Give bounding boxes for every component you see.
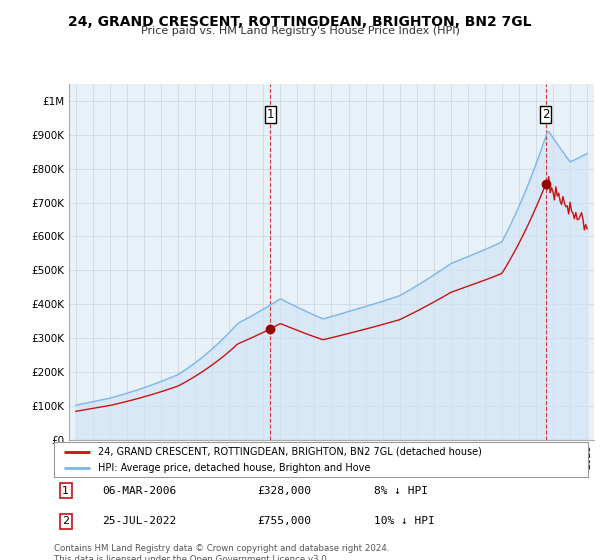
Text: 25-JUL-2022: 25-JUL-2022	[102, 516, 176, 526]
Text: 24, GRAND CRESCENT, ROTTINGDEAN, BRIGHTON, BN2 7GL: 24, GRAND CRESCENT, ROTTINGDEAN, BRIGHTO…	[68, 15, 532, 29]
Text: Price paid vs. HM Land Registry's House Price Index (HPI): Price paid vs. HM Land Registry's House …	[140, 26, 460, 36]
Text: HPI: Average price, detached house, Brighton and Hove: HPI: Average price, detached house, Brig…	[98, 464, 370, 473]
Text: 10% ↓ HPI: 10% ↓ HPI	[374, 516, 435, 526]
Text: 24, GRAND CRESCENT, ROTTINGDEAN, BRIGHTON, BN2 7GL (detached house): 24, GRAND CRESCENT, ROTTINGDEAN, BRIGHTO…	[98, 447, 482, 457]
Text: £755,000: £755,000	[257, 516, 311, 526]
Text: Contains HM Land Registry data © Crown copyright and database right 2024.
This d: Contains HM Land Registry data © Crown c…	[54, 544, 389, 560]
Text: £328,000: £328,000	[257, 486, 311, 496]
Text: 2: 2	[62, 516, 70, 526]
Text: 06-MAR-2006: 06-MAR-2006	[102, 486, 176, 496]
Text: 2: 2	[542, 108, 550, 121]
Text: 1: 1	[267, 108, 274, 121]
Text: 1: 1	[62, 486, 69, 496]
Text: 8% ↓ HPI: 8% ↓ HPI	[374, 486, 428, 496]
